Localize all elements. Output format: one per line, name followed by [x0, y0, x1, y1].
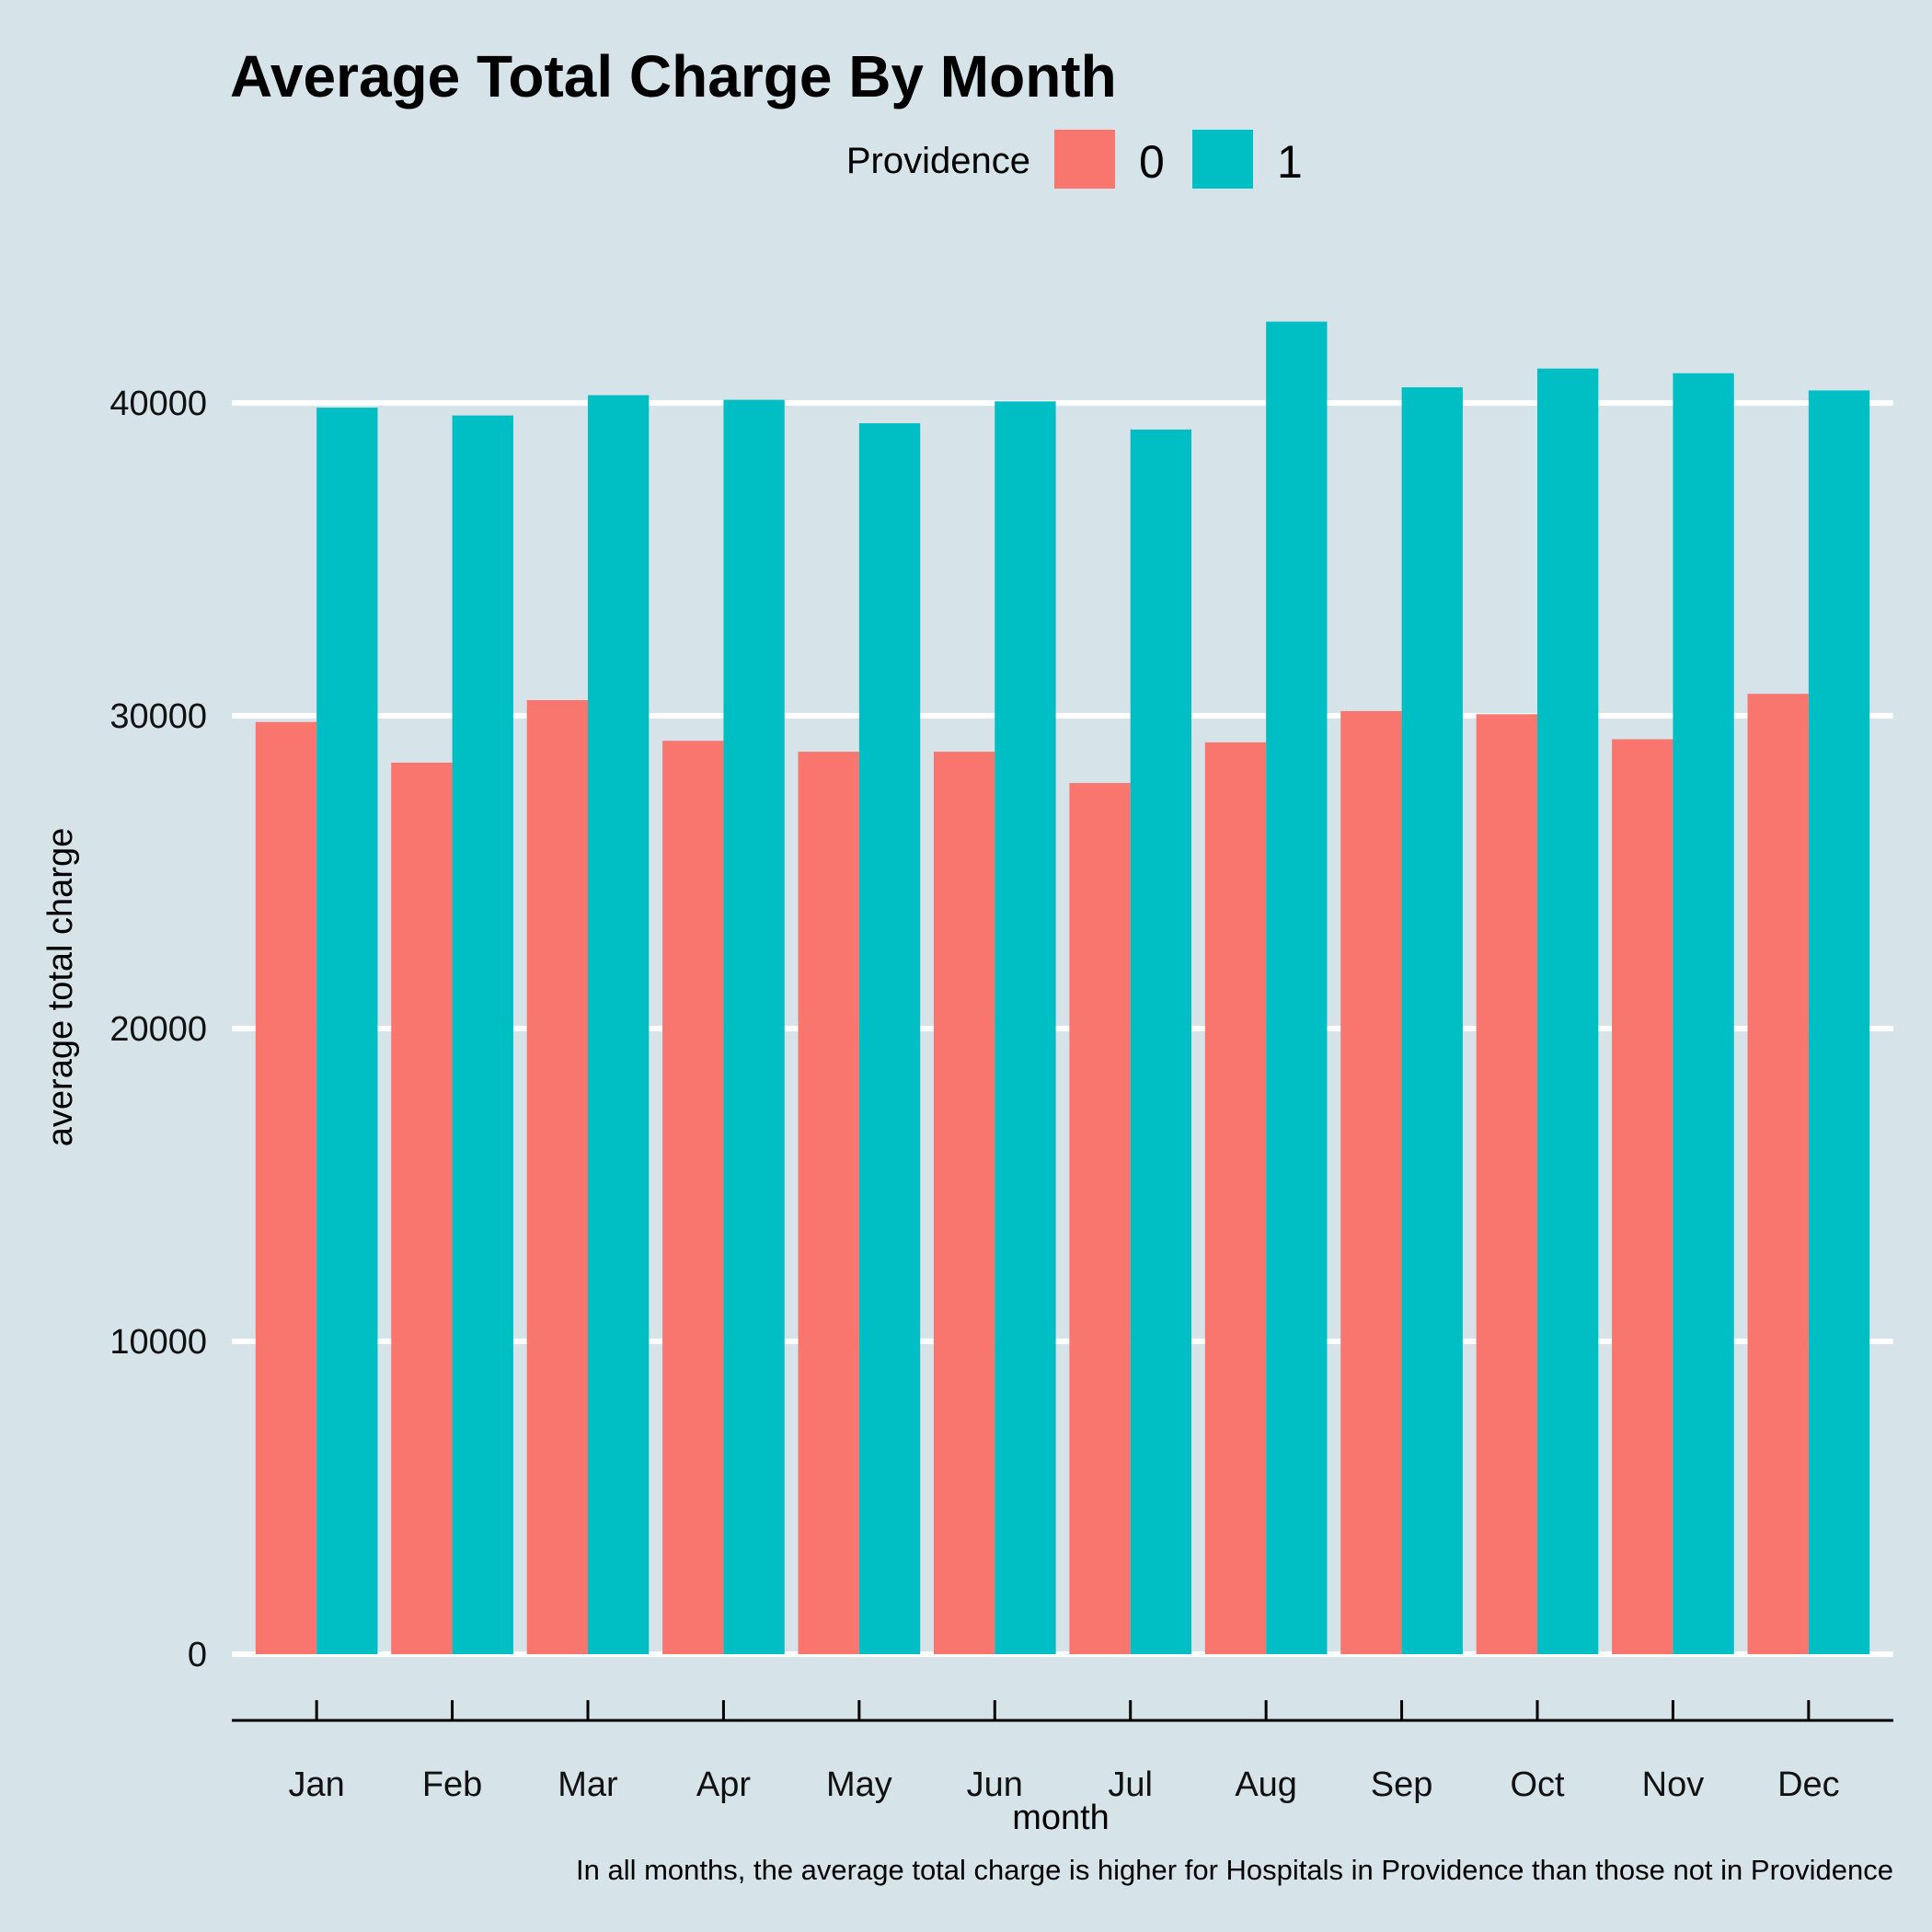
x-ticks: Jan Feb Mar Apr May Jun Jul Aug Sep Oct Nov Dec — [289, 1700, 1840, 1804]
bar-dec-series-0 — [1747, 694, 1809, 1655]
x-tick-label: Mar — [558, 1765, 618, 1804]
chart-caption: In all months, the average total charge … — [576, 1854, 1893, 1886]
y-tick-label: 20000 — [109, 1010, 207, 1049]
y-axis-label: average total charge — [41, 828, 80, 1146]
bar-sep-series-1 — [1401, 387, 1463, 1654]
x-tick-label: Dec — [1777, 1765, 1840, 1804]
bar-may-series-0 — [798, 752, 859, 1654]
bar-apr-series-1 — [723, 399, 785, 1655]
bar-jan-series-1 — [316, 408, 378, 1655]
x-tick-label: Feb — [422, 1765, 482, 1804]
legend-label-series-0: 0 — [1139, 136, 1165, 188]
x-tick-label: Aug — [1235, 1765, 1297, 1804]
bar-may-series-1 — [858, 423, 921, 1655]
bar-jul-series-0 — [1069, 783, 1131, 1654]
bar-mar-series-1 — [588, 395, 650, 1654]
x-tick-label: Apr — [696, 1765, 751, 1804]
bars — [255, 321, 1870, 1655]
bar-aug-series-0 — [1204, 742, 1267, 1654]
y-tick-label: 0 — [188, 1636, 207, 1674]
bar-nov-series-1 — [1673, 373, 1734, 1655]
bar-sep-series-0 — [1340, 710, 1402, 1654]
y-tick-label: 30000 — [109, 697, 207, 736]
bar-feb-series-0 — [391, 763, 453, 1654]
y-tick-label: 10000 — [109, 1323, 207, 1362]
bar-dec-series-1 — [1808, 390, 1870, 1654]
bar-aug-series-1 — [1266, 321, 1328, 1655]
x-tick-label: May — [826, 1765, 892, 1804]
bar-mar-series-0 — [526, 700, 588, 1654]
legend-title: Providence — [846, 141, 1030, 181]
x-tick-label: Sep — [1371, 1765, 1433, 1804]
legend: Providence 0 1 — [846, 130, 1303, 189]
legend-swatch-series-0 — [1054, 130, 1115, 189]
x-tick-label: Jan — [289, 1765, 345, 1804]
bar-feb-series-1 — [452, 415, 513, 1655]
x-tick-label: Nov — [1642, 1765, 1705, 1804]
x-tick-label: Jul — [1108, 1765, 1153, 1804]
chart-title: Average Total Charge By Month — [230, 43, 1117, 109]
y-tick-labels: 0 10000 20000 30000 40000 — [109, 385, 207, 1674]
bar-oct-series-1 — [1537, 368, 1599, 1655]
bar-apr-series-0 — [662, 741, 724, 1654]
legend-swatch-series-1 — [1192, 130, 1253, 189]
bar-jun-series-1 — [995, 401, 1056, 1654]
legend-label-series-1: 1 — [1277, 136, 1303, 188]
bar-jul-series-1 — [1130, 429, 1192, 1654]
y-tick-label: 40000 — [109, 385, 207, 423]
bar-oct-series-0 — [1476, 714, 1537, 1654]
x-tick-label: Oct — [1510, 1765, 1565, 1804]
bar-nov-series-0 — [1612, 739, 1673, 1654]
bar-jan-series-0 — [255, 721, 317, 1654]
x-tick-label: Jun — [967, 1765, 1023, 1804]
x-axis-label: month — [1012, 1799, 1110, 1837]
bar-jun-series-0 — [933, 752, 995, 1654]
